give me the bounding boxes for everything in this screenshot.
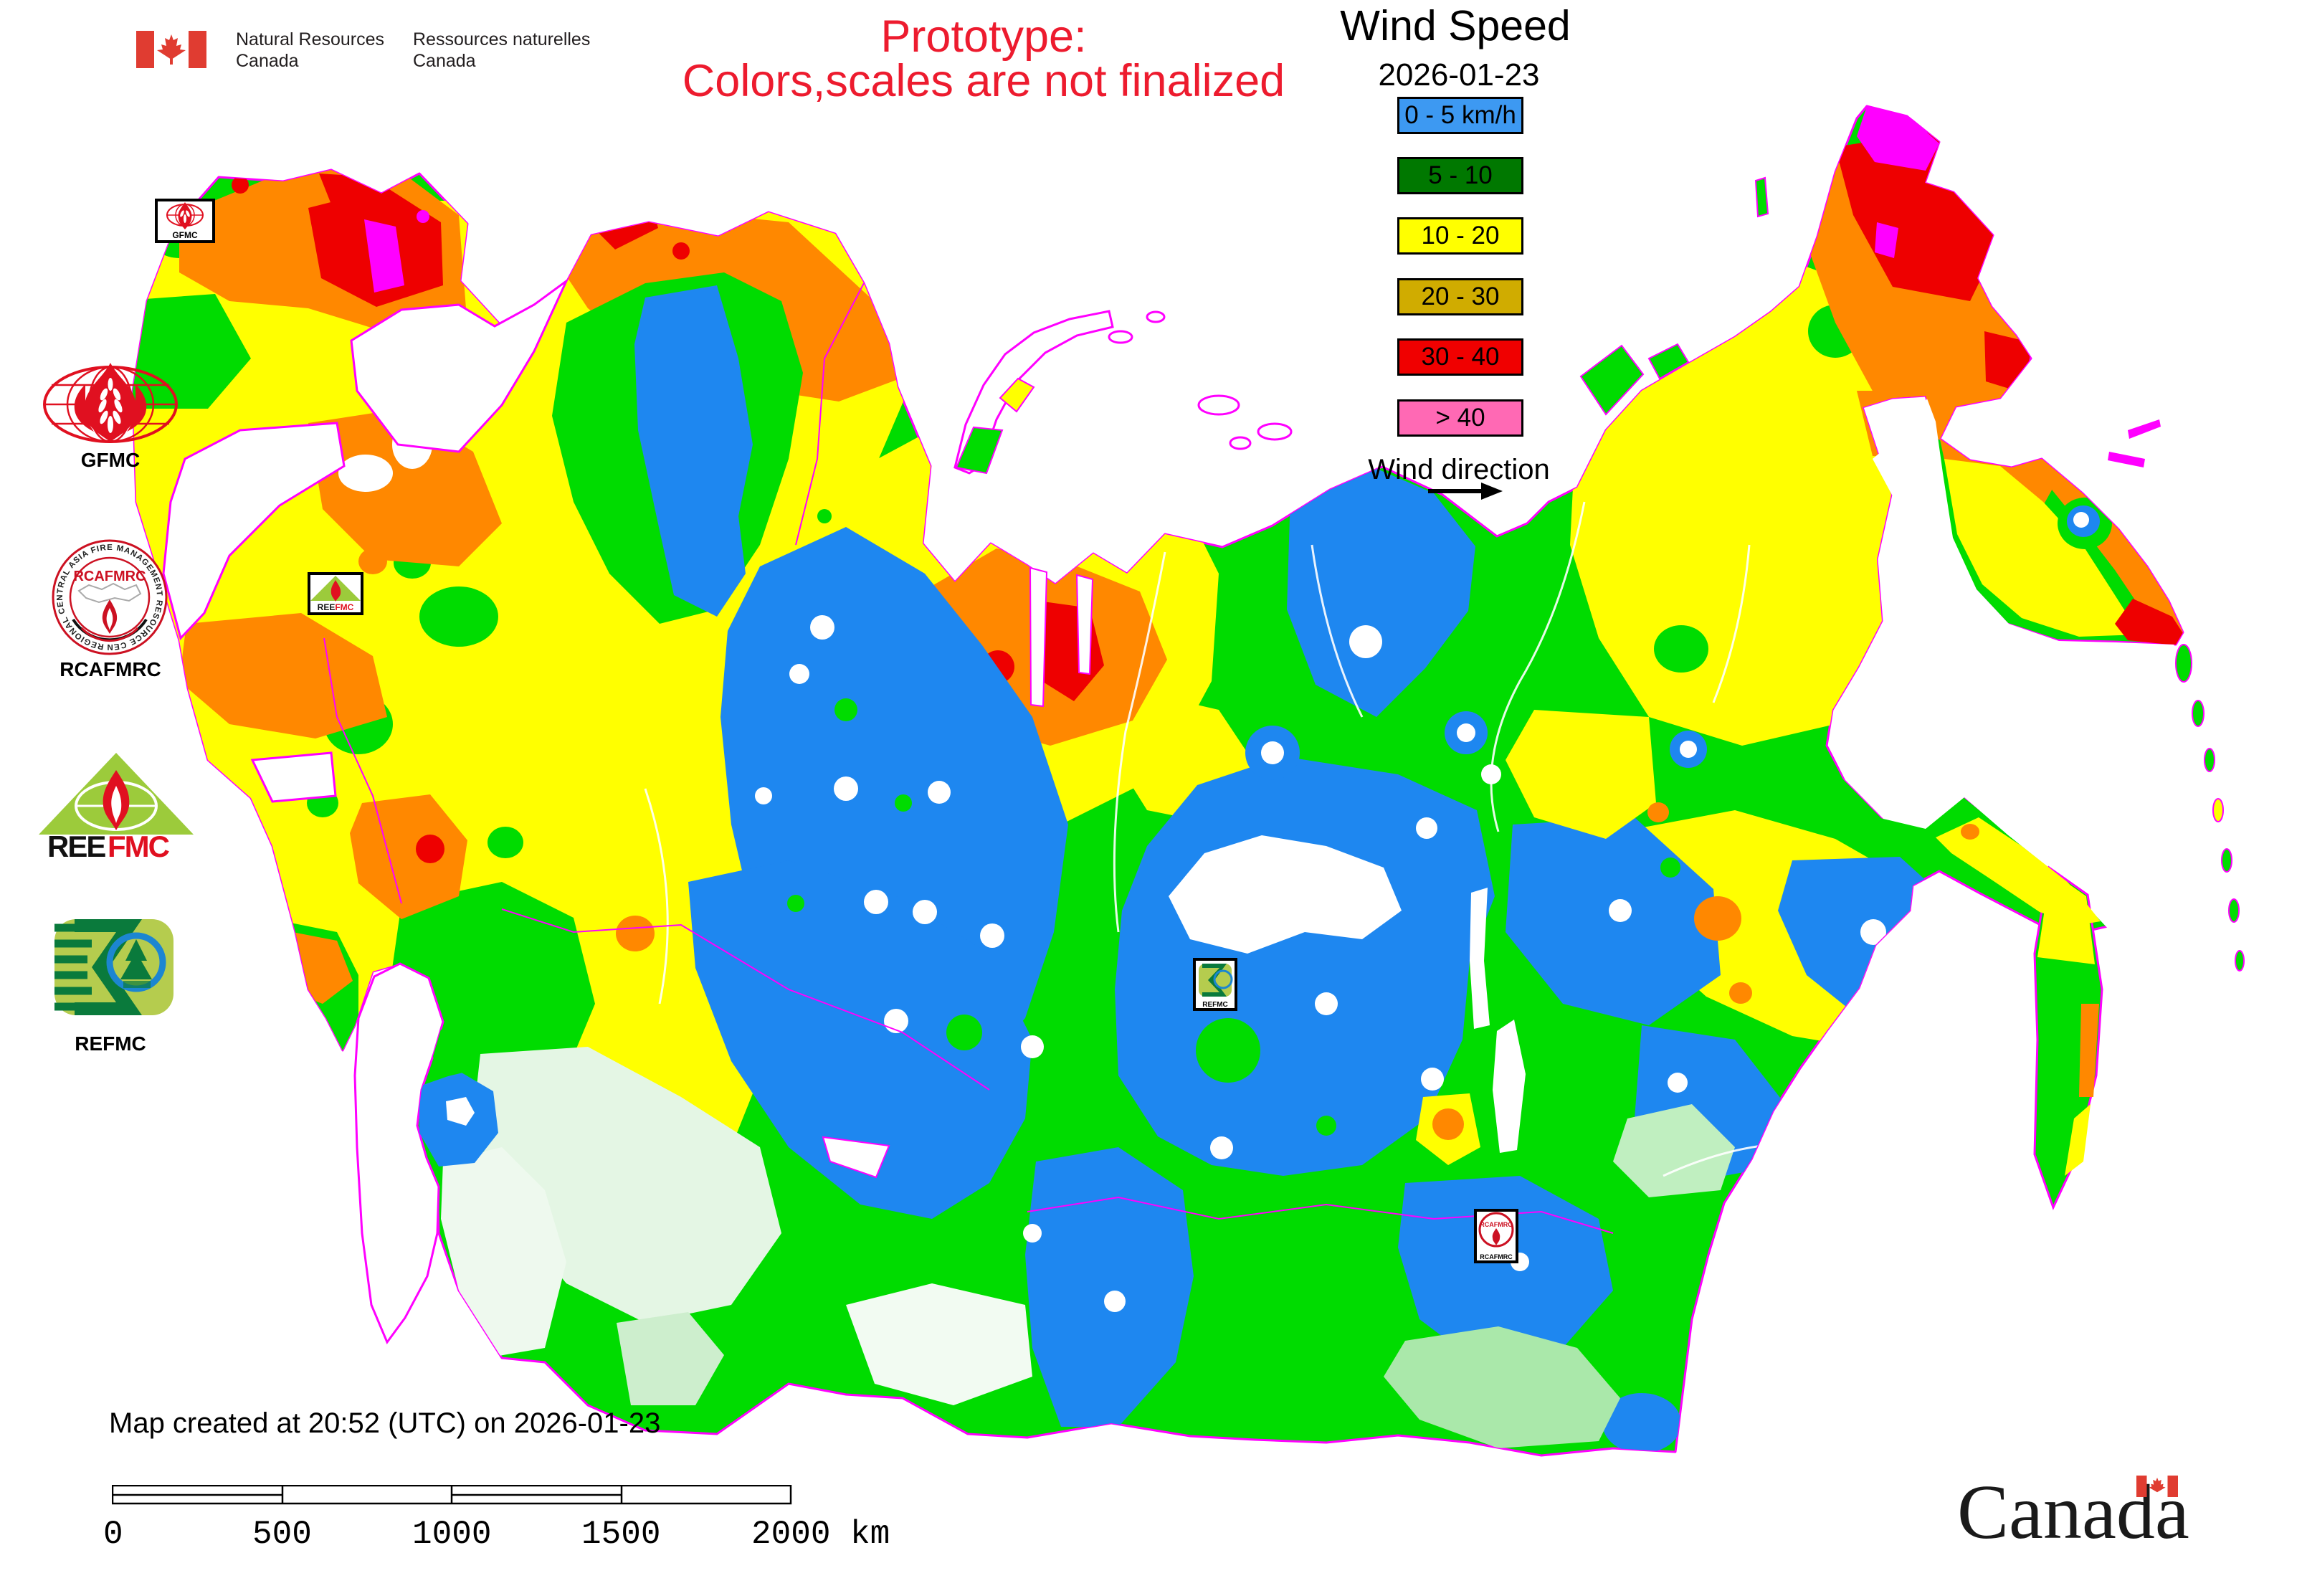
svg-text:REEFMC: REEFMC (318, 602, 354, 612)
svg-text:REFMC: REFMC (1202, 1001, 1228, 1009)
svg-text:GFMC: GFMC (172, 230, 198, 240)
svg-text:RCAFMRC: RCAFMRC (1480, 1221, 1513, 1228)
svg-text:RCAFMRC: RCAFMRC (1480, 1253, 1513, 1260)
svg-text:FMC: FMC (108, 830, 170, 859)
svg-text:REE: REE (47, 830, 105, 859)
svg-text:RCAFMRC: RCAFMRC (73, 569, 146, 584)
